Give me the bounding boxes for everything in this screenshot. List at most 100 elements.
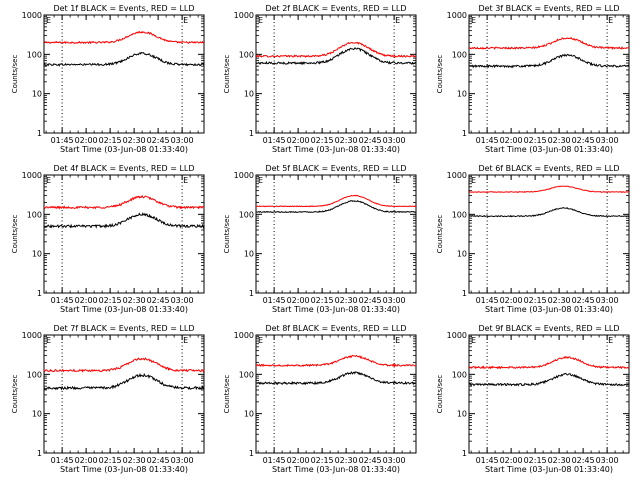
corner-label-right: E [183, 176, 188, 185]
detector-panel: Det 8f BLACK = Events, RED = LLD 1 10 100 10… [223, 324, 417, 474]
plot-frame [43, 334, 205, 454]
x-tick-label: 03:00 [383, 456, 406, 465]
panel-title: Det 1f BLACK = Events, RED = LLD [53, 4, 194, 13]
y-tick-label: 10 [32, 90, 42, 99]
x-axis-label: Start Time (03-Jun-08 01:33:40) [485, 465, 613, 474]
x-tick-label: 02:30 [548, 456, 571, 465]
lld-series-line [43, 194, 205, 210]
lld-series-line [255, 194, 417, 208]
x-tick-label: 02:45 [572, 456, 595, 465]
y-tick-label: 100 [239, 370, 254, 379]
events-series-line [468, 53, 630, 69]
x-tick-label: 02:15 [524, 136, 547, 145]
x-axis-label: Start Time (03-Jun-08 01:33:40) [60, 305, 188, 314]
x-tick-label: 02:30 [335, 456, 358, 465]
x-tick-label: 02:15 [524, 296, 547, 305]
plot-frame [468, 174, 630, 294]
x-axis-label: Start Time (03-Jun-08 01:33:40) [485, 145, 613, 154]
y-axis-label: Counts/sec [223, 375, 231, 414]
x-tick-label: 03:00 [171, 296, 194, 305]
events-series-line [468, 372, 630, 387]
y-tick-label: 10 [32, 250, 42, 259]
lld-series-line [469, 36, 630, 50]
corner-label-right: E [395, 336, 400, 345]
panel-title: Det 7f BLACK = Events, RED = LLD [53, 324, 194, 333]
x-tick-label: 02:00 [75, 456, 98, 465]
y-tick-label: 1 [249, 289, 254, 298]
corner-label-right: E [395, 176, 400, 185]
x-tick-label: 01:45 [263, 136, 286, 145]
x-tick-label: 02:30 [123, 296, 146, 305]
panel-title: Det 5f BLACK = Events, RED = LLD [265, 164, 406, 173]
detector-panel: Det 1f BLACK = Events, RED = LLD 1 10 100 10… [11, 4, 205, 154]
x-tick-label: 03:00 [596, 296, 619, 305]
x-tick-label: 02:45 [147, 136, 170, 145]
x-tick-label: 03:00 [596, 456, 619, 465]
x-tick-label: 02:15 [311, 136, 334, 145]
y-tick-label: 1000 [447, 171, 467, 180]
x-tick-label: 02:45 [359, 136, 382, 145]
y-axis-label: Counts/sec [223, 55, 231, 94]
x-tick-label: 02:30 [548, 296, 571, 305]
y-tick-label: 1000 [447, 331, 467, 340]
y-tick-label: 10 [457, 90, 467, 99]
y-tick-label: 1000 [22, 11, 42, 20]
events-series-line [469, 206, 630, 218]
plot-frame [43, 14, 205, 134]
y-tick-label: 100 [27, 50, 42, 59]
corner-label-left: E [46, 336, 51, 345]
y-tick-label: 10 [32, 410, 42, 419]
y-tick-label: 1000 [234, 171, 254, 180]
x-axis-label: Start Time (03-Jun-08 01:33:40) [272, 145, 400, 154]
x-axis-label: Start Time (03-Jun-08 01:33:40) [60, 145, 188, 154]
y-tick-label: 100 [452, 370, 467, 379]
y-tick-label: 10 [244, 410, 254, 419]
y-axis-label: Counts/sec [436, 215, 444, 254]
x-tick-label: 02:30 [123, 136, 146, 145]
y-tick-label: 1 [37, 449, 42, 458]
panel-title: Det 6f BLACK = Events, RED = LLD [478, 164, 619, 173]
events-series-line [43, 212, 205, 230]
plot-frame [468, 334, 630, 454]
x-tick-label: 01:45 [476, 456, 499, 465]
x-tick-label: 02:00 [287, 456, 310, 465]
x-tick-label: 02:15 [311, 296, 334, 305]
panel-title: Det 2f BLACK = Events, RED = LLD [265, 4, 406, 13]
x-axis-label: Start Time (03-Jun-08 01:33:40) [272, 305, 400, 314]
corner-label-left: E [471, 336, 476, 345]
x-tick-label: 02:30 [335, 136, 358, 145]
x-tick-label: 01:45 [51, 296, 74, 305]
events-series-line [43, 372, 205, 391]
y-tick-label: 1 [37, 129, 42, 138]
corner-label-left: E [258, 176, 263, 185]
y-tick-label: 1 [249, 129, 254, 138]
y-axis-label: Counts/sec [11, 55, 19, 94]
x-tick-label: 02:15 [311, 456, 334, 465]
x-tick-label: 02:45 [359, 296, 382, 305]
detector-panel: Det 7f BLACK = Events, RED = LLD 1 10 100 10… [11, 324, 205, 474]
y-tick-label: 10 [457, 410, 467, 419]
lld-series-line [468, 356, 630, 370]
x-tick-label: 02:30 [335, 296, 358, 305]
lld-series-line [43, 30, 205, 45]
plot-frame [255, 334, 417, 454]
detector-panel: Det 6f BLACK = Events, RED = LLD 1 10 100 10… [436, 164, 630, 314]
y-tick-label: 1 [37, 289, 42, 298]
panel-title: Det 9f BLACK = Events, RED = LLD [478, 324, 619, 333]
plot-frame [255, 14, 417, 134]
y-tick-label: 1000 [234, 11, 254, 20]
y-tick-label: 1 [462, 129, 467, 138]
lld-series-line [255, 41, 417, 58]
corner-label-right: E [183, 16, 188, 25]
x-axis-label: Start Time (03-Jun-08 01:33:40) [60, 465, 188, 474]
y-tick-label: 1 [249, 449, 254, 458]
x-tick-label: 01:45 [51, 136, 74, 145]
x-tick-label: 02:30 [548, 136, 571, 145]
corner-label-right: E [608, 176, 613, 185]
detector-panel: Det 9f BLACK = Events, RED = LLD 1 10 100 10… [436, 324, 630, 474]
x-tick-label: 02:00 [287, 296, 310, 305]
y-axis-label: Counts/sec [11, 215, 19, 254]
x-axis-label: Start Time (03-Jun-08 01:33:40) [485, 305, 613, 314]
x-tick-label: 01:45 [476, 296, 499, 305]
